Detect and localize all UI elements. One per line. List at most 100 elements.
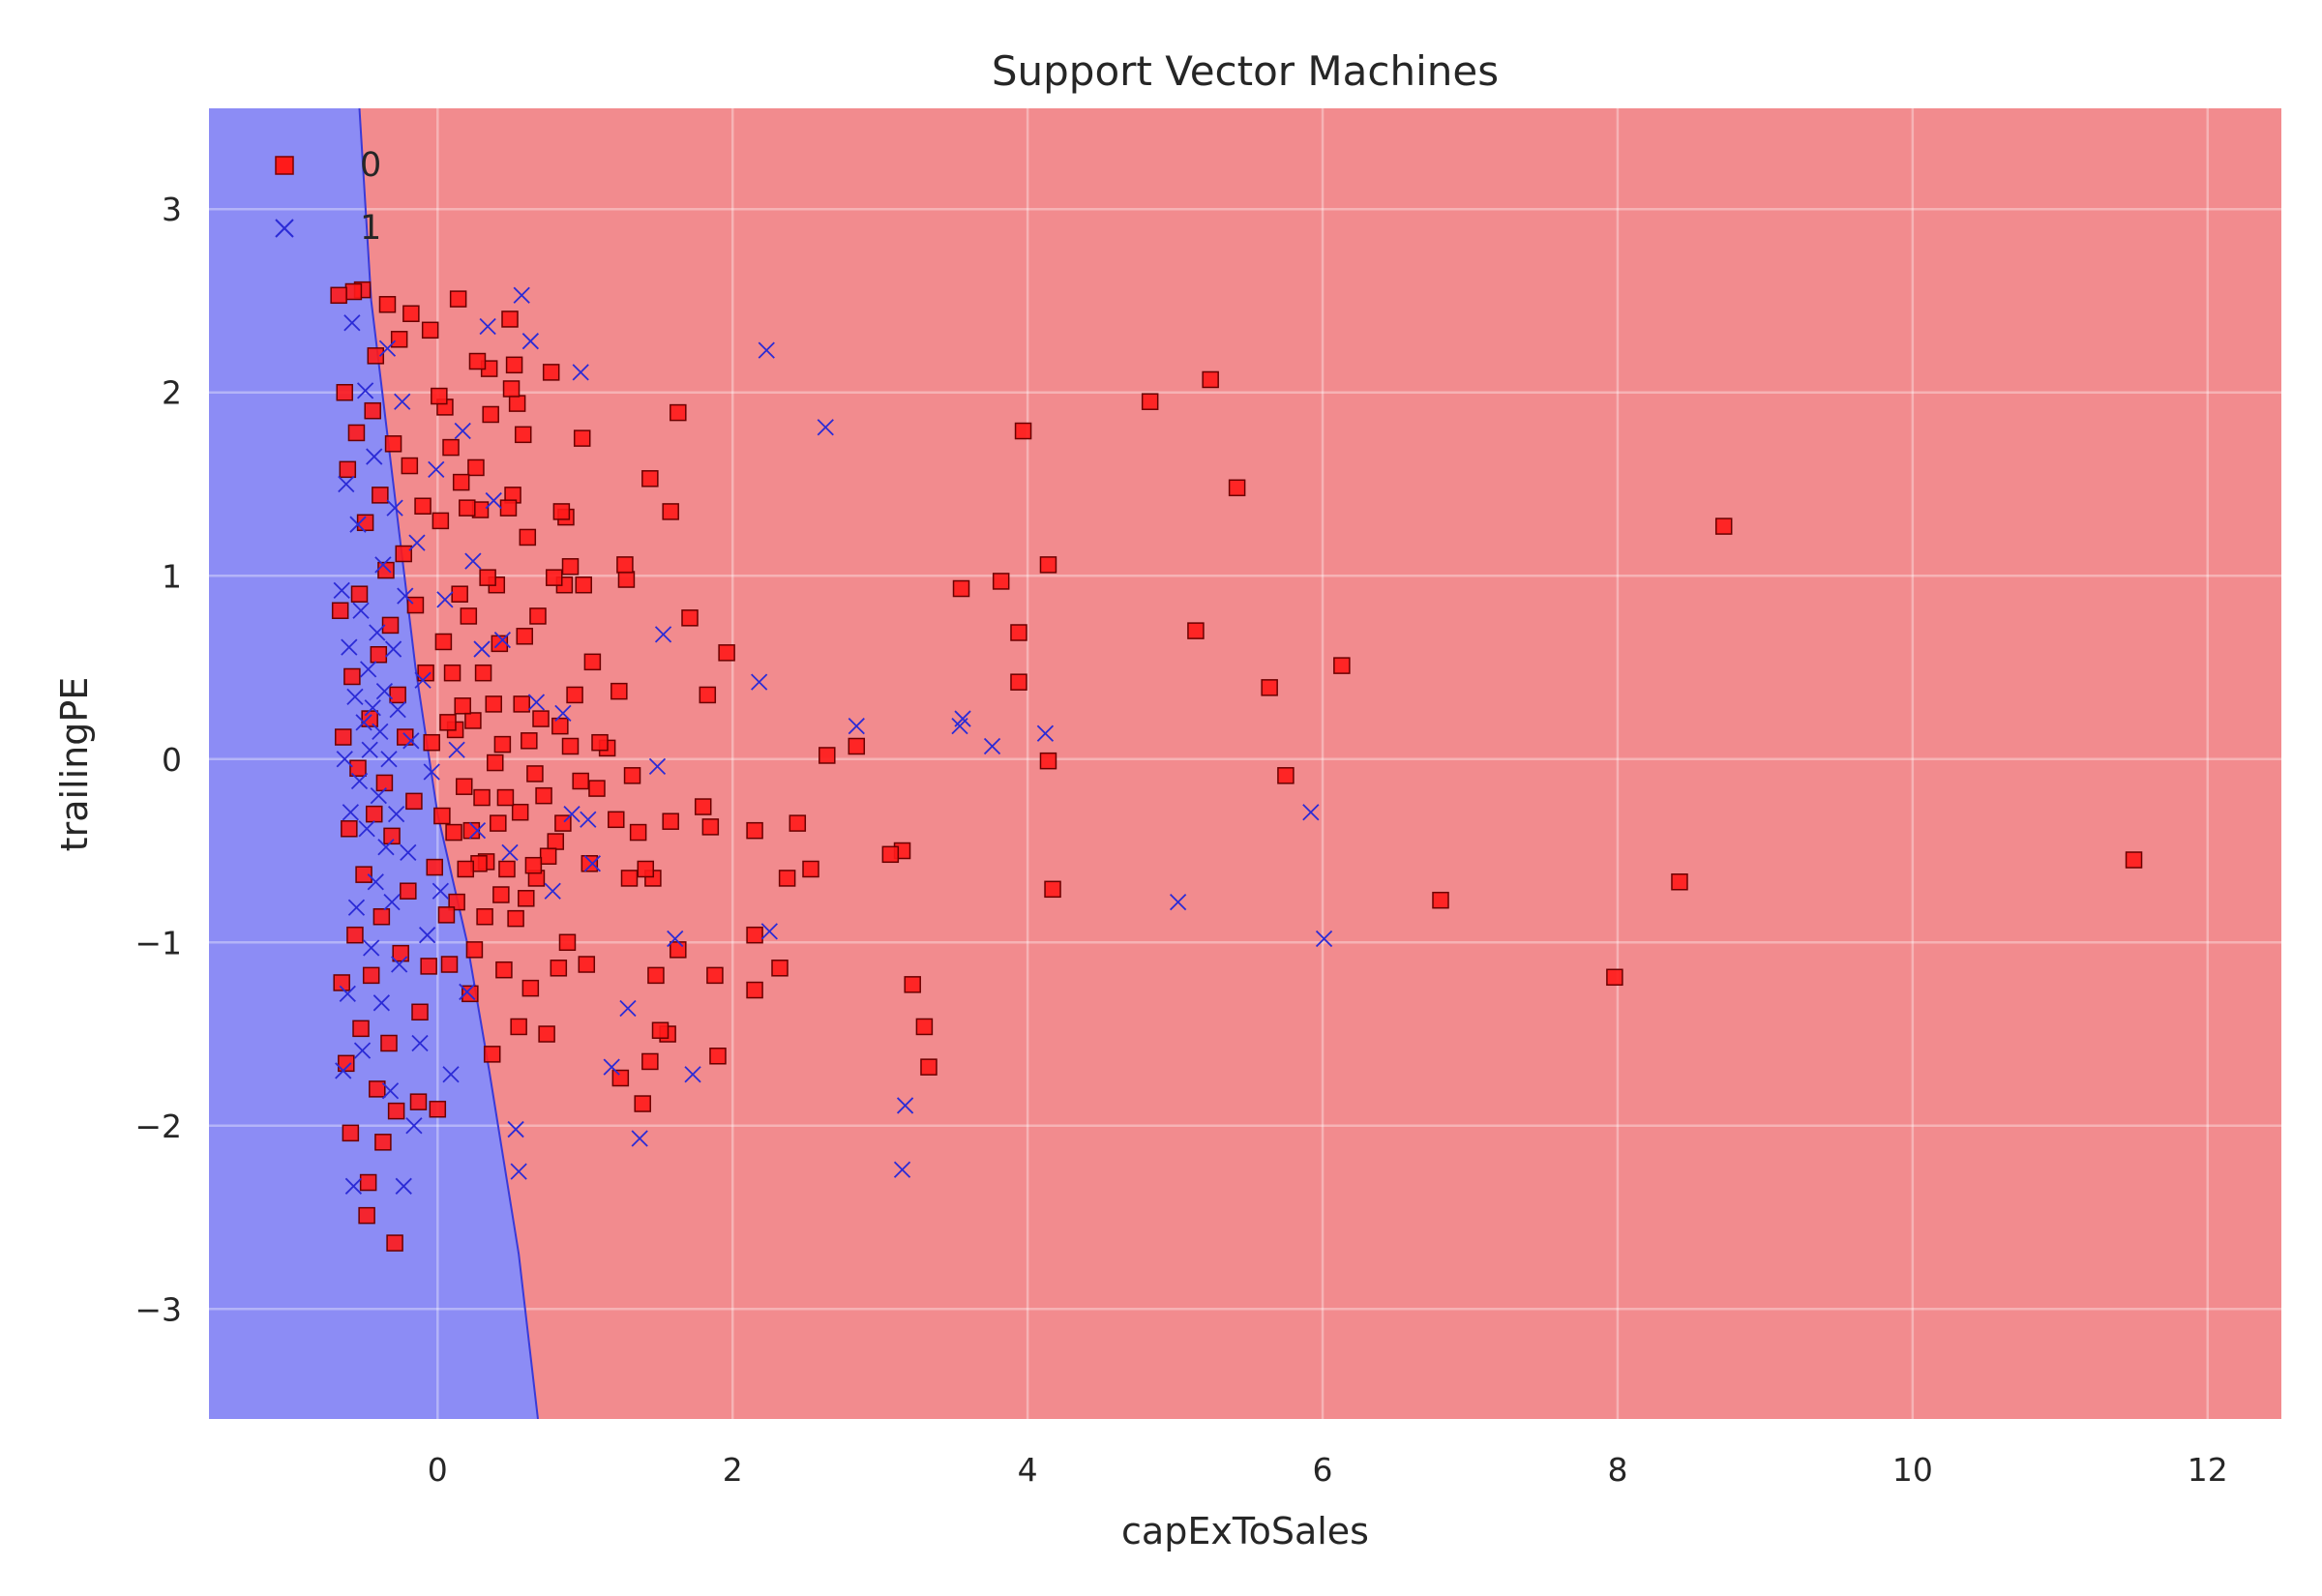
point-class-0 [1010,624,1027,641]
point-class-0 [359,1173,377,1192]
point-class-1 [338,475,355,493]
point-class-1 [377,839,395,856]
point-class-0 [538,1025,555,1043]
point-class-0 [445,823,462,842]
point-class-0 [848,737,866,755]
point-class-1 [485,491,502,510]
point-class-0 [464,712,482,729]
point-class-0 [384,435,402,453]
point-class-0 [580,855,599,872]
point-class-1 [370,787,387,805]
point-class-0 [367,347,385,365]
point-class-1 [580,811,597,828]
point-class-0 [330,286,347,305]
point-class-1 [848,718,865,735]
point-class-1 [684,1066,701,1083]
point-class-1 [554,704,572,723]
point-class-0 [377,561,395,579]
point-class-0 [1228,479,1246,497]
point-class-1 [352,602,370,619]
point-class-1 [654,626,672,643]
x-tick-label: 10 [1892,1451,1933,1489]
point-class-1 [394,393,411,410]
point-class-0 [355,866,372,883]
point-class-0 [483,1046,501,1063]
point-class-0 [662,503,679,520]
point-class-0 [417,664,434,682]
points [330,281,2143,1252]
point-class-0 [513,695,530,713]
point-class-0 [519,528,537,547]
point-class-0 [521,732,538,750]
point-class-1 [893,1161,911,1178]
point-class-0 [455,778,473,795]
point-class-1 [423,763,440,781]
point-class-0 [511,803,529,821]
point-class-0 [498,860,516,878]
point-class-0 [381,616,400,635]
point-class-1 [464,552,482,570]
point-class-0 [920,1058,938,1076]
point-class-0 [356,514,374,532]
point-class-0 [634,1095,651,1112]
point-class-1 [405,1117,423,1135]
point-class-0 [681,609,699,627]
point-class-0 [641,470,659,488]
point-class-0 [378,296,397,313]
point-class-0 [641,1052,659,1071]
point-class-1 [507,1120,524,1138]
point-class-0 [372,487,389,504]
point-class-0 [473,788,491,807]
point-class-0 [392,944,409,962]
point-class-0 [479,569,496,586]
point-class-0 [452,473,470,491]
point-class-0 [423,733,440,752]
point-class-1 [510,1163,527,1180]
point-class-0 [1671,872,1688,891]
point-class-0 [610,682,628,700]
point-class-0 [440,956,459,973]
point-class-0 [611,1069,630,1087]
point-class-1 [619,999,637,1018]
point-class-1 [336,751,353,768]
chart-title: Support Vector Machines [992,47,1499,95]
point-class-1 [355,714,372,731]
point-class-1 [369,624,386,641]
legend-marker-square [275,156,294,175]
point-class-0 [460,607,478,625]
point-class-1 [583,855,602,872]
point-class-0 [409,1093,428,1110]
point-class-0 [386,1234,403,1252]
point-class-0 [443,664,461,682]
point-class-0 [402,305,420,323]
point-class-0 [616,556,634,574]
point-class-1 [350,772,369,790]
point-class-0 [448,893,465,911]
point-class-0 [405,792,423,811]
point-class-0 [539,847,557,865]
point-class-0 [420,958,437,975]
point-class-1 [380,751,398,768]
point-class-0 [1141,393,1159,410]
point-class-0 [380,1034,398,1052]
point-class-0 [459,499,476,517]
point-class-0 [1187,622,1205,639]
point-class-0 [670,403,687,422]
point-class-0 [778,870,796,887]
point-class-0 [550,960,568,977]
point-class-0 [583,653,602,671]
point-class-0 [426,858,444,876]
point-class-1 [364,699,381,717]
point-class-0 [701,818,720,836]
point-class-1 [344,1177,363,1195]
point-class-1 [473,640,491,658]
point-class-1 [1315,930,1333,948]
point-class-1 [408,534,426,551]
point-class-0 [551,717,569,735]
point-class-1 [374,556,392,574]
point-class-0 [336,383,354,401]
point-class-0 [532,710,550,727]
point-class-0 [1714,517,1733,535]
point-class-1 [667,930,684,948]
point-class-0 [342,1124,360,1142]
